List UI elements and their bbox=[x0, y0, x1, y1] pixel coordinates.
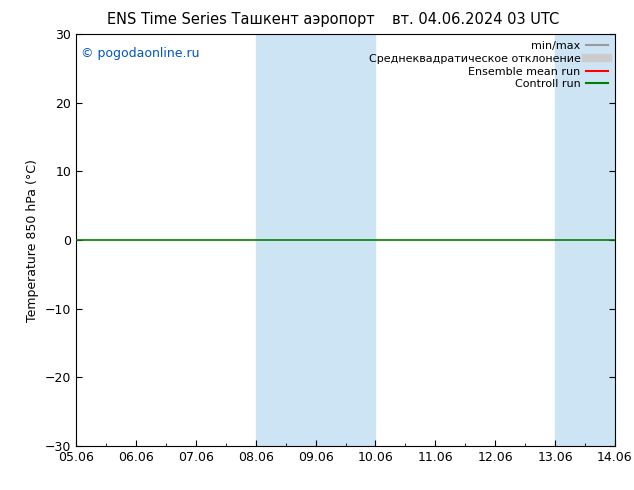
Bar bbox=[256, 34, 375, 446]
Legend: min/max, Среднеквадратическое отклонение, Ensemble mean run, Controll run: min/max, Среднеквадратическое отклонение… bbox=[364, 37, 612, 94]
Text: ENS Time Series Ташкент аэропорт: ENS Time Series Ташкент аэропорт bbox=[107, 12, 375, 27]
Bar bbox=[555, 34, 634, 446]
Text: вт. 04.06.2024 03 UTC: вт. 04.06.2024 03 UTC bbox=[392, 12, 559, 27]
Text: © pogodaonline.ru: © pogodaonline.ru bbox=[81, 47, 200, 60]
Y-axis label: Temperature 850 hPa (°C): Temperature 850 hPa (°C) bbox=[26, 159, 39, 321]
